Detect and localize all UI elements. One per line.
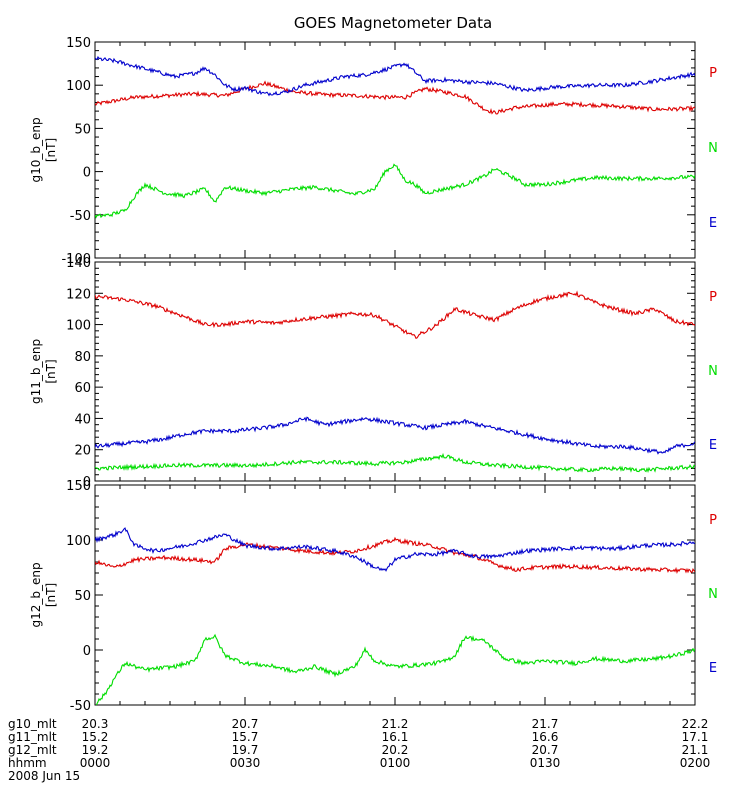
footer-row-label: g12_mlt <box>8 743 57 757</box>
y-tick-label: 100 <box>66 534 91 549</box>
footer-value: 20.7 <box>232 717 259 731</box>
y-tick-label: 50 <box>74 589 91 604</box>
legend-label-e: E <box>709 216 717 231</box>
footer-row-label: g11_mlt <box>8 730 57 744</box>
y-tick-label: 60 <box>74 381 91 396</box>
series-line-e <box>95 55 695 97</box>
footer-value: 15.7 <box>232 730 259 744</box>
footer-value: 20.7 <box>532 743 559 757</box>
footer-value: 21.1 <box>682 743 709 757</box>
y-tick-label: 0 <box>83 166 91 181</box>
y-axis-unit: [nT] <box>44 583 58 607</box>
panel-2: 0 20 40 60 80 100 120 140 g11_b_enp [nT] P N E <box>29 256 718 490</box>
y-tick-label: -50 <box>70 209 91 224</box>
legend-label-n: N <box>708 364 718 379</box>
legend-label-n: N <box>708 587 718 602</box>
y-tick-label: 150 <box>66 36 91 51</box>
series-line-p <box>95 290 695 340</box>
footer-value: 16.6 <box>532 730 559 744</box>
series-line-n <box>95 163 695 219</box>
x-axis-footer: g10_mlt 20.3 20.7 21.2 21.7 22.2 g11_mlt 15.2 15… <box>8 717 710 783</box>
chart-title: GOES Magnetometer Data <box>294 14 492 32</box>
series-line-p <box>95 536 695 575</box>
y-tick-label: 100 <box>66 319 91 334</box>
legend-label-e: E <box>709 661 717 676</box>
footer-row-label: hhmm <box>8 756 47 770</box>
footer-value: 0000 <box>80 756 111 770</box>
series-line-e <box>95 527 695 572</box>
y-tick-label: 100 <box>66 79 91 94</box>
footer-value: 15.2 <box>82 730 109 744</box>
panel-frame <box>94 484 696 706</box>
footer-value: 0100 <box>380 756 411 770</box>
legend-label-n: N <box>708 141 718 156</box>
footer-value: 0200 <box>680 756 711 770</box>
y-tick-label: -100 <box>61 252 91 267</box>
footer-value: 21.2 <box>382 717 409 731</box>
legend-label-p: P <box>709 66 717 81</box>
legend-label-e: E <box>709 438 717 453</box>
y-tick-label: 40 <box>74 412 91 427</box>
y-tick-label: 80 <box>74 350 91 365</box>
footer-date: 2008 Jun 15 <box>8 769 80 783</box>
y-tick-label: -50 <box>70 699 91 714</box>
y-tick-label: 120 <box>66 287 91 302</box>
y-tick-label: 140 <box>66 256 91 271</box>
footer-row-label: g10_mlt <box>8 717 57 731</box>
panel-1: -100 -50 0 50 100 150 g10_b_enp [nT] P N E <box>29 36 718 267</box>
y-axis-label: g10_b_enp <box>29 117 43 182</box>
y-tick-label: 20 <box>74 444 91 459</box>
series-line-p <box>95 80 695 115</box>
footer-value: 17.1 <box>682 730 709 744</box>
footer-value: 20.2 <box>382 743 409 757</box>
footer-value: 20.3 <box>82 717 109 731</box>
series-line-n <box>95 633 695 705</box>
footer-value: 22.2 <box>682 717 709 731</box>
y-axis-label: g12_b_enp <box>29 562 43 627</box>
footer-value: 0030 <box>230 756 261 770</box>
y-axis-unit: [nT] <box>44 359 58 383</box>
footer-value: 0130 <box>530 756 561 770</box>
footer-value: 21.7 <box>532 717 559 731</box>
series-line-e <box>95 416 695 455</box>
y-tick-label: 150 <box>66 479 91 494</box>
y-axis-unit: [nT] <box>44 138 58 162</box>
footer-value: 16.1 <box>382 730 409 744</box>
y-axis-label: g11_b_enp <box>29 339 43 404</box>
y-tick-label: 0 <box>83 644 91 659</box>
footer-value: 19.7 <box>232 743 259 757</box>
legend-label-p: P <box>709 290 717 305</box>
y-tick-label: 50 <box>74 122 91 137</box>
y-tick-label: 0 <box>83 475 91 490</box>
footer-value: 19.2 <box>82 743 109 757</box>
legend-label-p: P <box>709 513 717 528</box>
series-line-n <box>95 452 695 473</box>
panel-3: -50 0 50 100 150 g12_b_enp [nT] P N E <box>29 479 718 714</box>
panel-frame <box>94 41 696 259</box>
